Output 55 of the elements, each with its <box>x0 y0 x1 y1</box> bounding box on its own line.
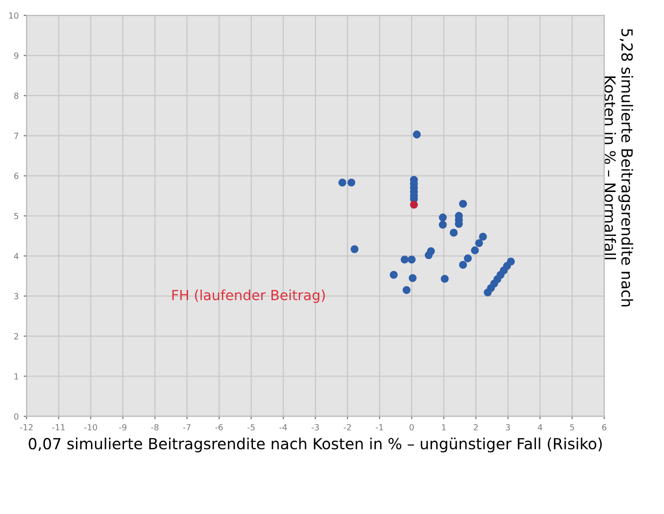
x-tick-label: 5 <box>570 424 574 430</box>
x-tick-label: 6 <box>602 424 606 430</box>
point <box>459 200 467 208</box>
point <box>408 256 416 264</box>
x-tick-label: 0 <box>410 424 414 430</box>
x-tick-label: -8 <box>151 424 159 430</box>
y-tick-label: 5 <box>14 212 18 220</box>
point <box>412 130 421 138</box>
x-tick-label: -4 <box>280 424 287 430</box>
x-tick-label: -10 <box>84 424 97 430</box>
x-tick-label: -2 <box>344 424 351 430</box>
y-tick-label: 2 <box>14 333 18 340</box>
y-tick-label: 10 <box>9 12 18 19</box>
x-tick-label: -3 <box>312 424 319 430</box>
x-tick-label: 4 <box>538 424 542 430</box>
y-tick-label: 4 <box>14 253 18 260</box>
point <box>438 220 447 229</box>
x-tick-label: -9 <box>119 424 126 430</box>
point <box>347 178 356 187</box>
y-tick-label: 3 <box>14 293 18 300</box>
point <box>390 270 398 279</box>
point <box>459 260 467 269</box>
point <box>402 286 410 294</box>
point <box>450 228 458 237</box>
y-tick-label: 6 <box>14 172 18 180</box>
x-tick-label: 3 <box>506 424 510 430</box>
x-tick-label: -7 <box>183 424 190 430</box>
point <box>424 251 433 260</box>
annotation: FH (laufender Beitrag) <box>172 290 325 303</box>
point <box>350 245 359 254</box>
point <box>464 254 472 262</box>
x-axis-title: 0,07 simulierte Beitragsrendite nach Kosten in % – ungünstiger Fall (Risiko) <box>28 438 602 452</box>
y-axis-title: 5,28 simulierte Beitragsrendite nach Kosten in % – Normalfall <box>604 29 634 306</box>
point <box>506 258 515 266</box>
point <box>338 178 346 187</box>
x-tick-label: -6 <box>215 424 223 430</box>
x-tick-label: 2 <box>474 424 478 430</box>
x-tick-label: -5 <box>247 424 255 430</box>
point <box>410 200 418 209</box>
x-tick-label: 1 <box>442 424 446 430</box>
y-tick-label: 8 <box>14 92 18 99</box>
point <box>438 214 447 222</box>
point <box>408 274 417 282</box>
y-tick-label: 0 <box>14 413 18 420</box>
y-tick-label: 9 <box>14 52 18 59</box>
x-tick-label: -11 <box>52 424 65 430</box>
x-tick-label: -1 <box>376 424 383 430</box>
point <box>475 239 484 248</box>
point <box>440 274 449 283</box>
y-tick-label: 7 <box>14 132 18 139</box>
point <box>478 232 487 241</box>
point <box>400 256 409 264</box>
x-tick-label: -12 <box>20 424 33 430</box>
y-tick-label: 1 <box>14 373 18 380</box>
point <box>470 246 479 254</box>
